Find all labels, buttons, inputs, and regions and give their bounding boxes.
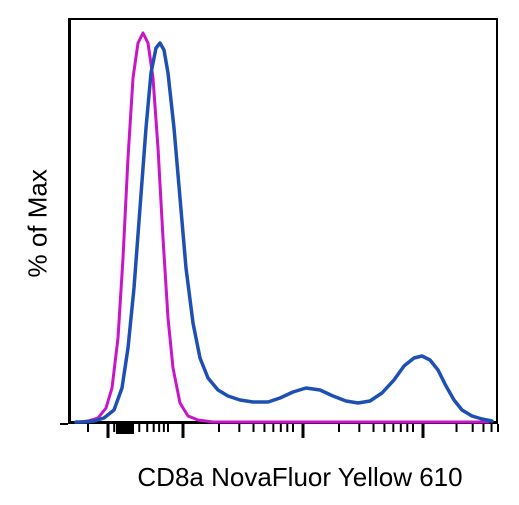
chart-svg [0, 0, 519, 505]
x-tick-dense [116, 424, 134, 434]
x-axis-label: CD8a NovaFluor Yellow 610 [100, 462, 500, 493]
series-sample [76, 43, 492, 422]
flow-cytometry-histogram: % of Max CD8a NovaFluor Yellow 610 [0, 0, 519, 505]
y-axis-label: % of Max [23, 158, 54, 278]
